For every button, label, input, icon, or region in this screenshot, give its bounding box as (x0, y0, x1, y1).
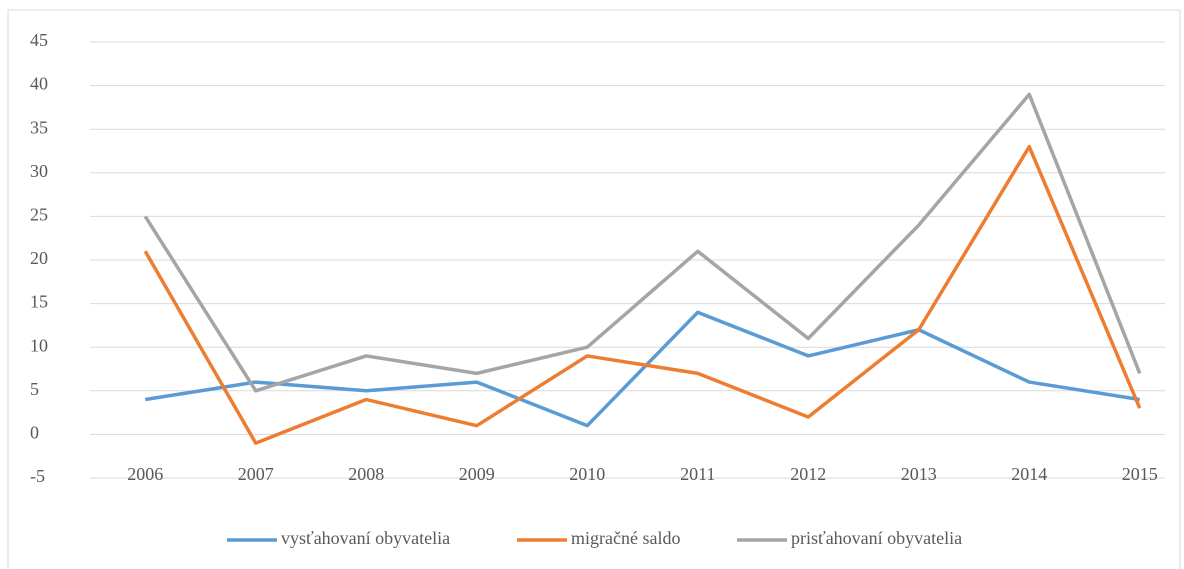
x-tick-label: 2010 (569, 464, 605, 484)
x-tick-label: 2015 (1122, 464, 1158, 484)
x-tick-label: 2011 (680, 464, 715, 484)
legend-label: prisťahovaní obyvatelia (791, 528, 962, 548)
y-tick-label: 25 (30, 205, 48, 225)
y-tick-label: 30 (30, 161, 48, 181)
data-line (143, 144, 1142, 445)
y-tick-label: 0 (30, 423, 39, 443)
x-tick-label: 2013 (901, 464, 937, 484)
x-tick-label: 2009 (459, 464, 495, 484)
legend-label: migračné saldo (571, 528, 680, 548)
x-tick-label: 2008 (348, 464, 384, 484)
y-tick-label: -5 (30, 466, 45, 486)
x-tick-label: 2007 (238, 464, 274, 484)
x-tick-label: 2012 (790, 464, 826, 484)
chart-frame (7, 9, 1181, 569)
data-line (144, 310, 1141, 428)
y-tick-label: 40 (30, 74, 48, 94)
y-tick-label: 45 (30, 30, 48, 50)
x-tick-label: 2006 (127, 464, 163, 484)
y-tick-label: 35 (30, 117, 48, 137)
data-line (143, 92, 1142, 393)
y-tick-label: 20 (30, 248, 48, 268)
x-tick-label: 2014 (1011, 464, 1047, 484)
y-tick-label: 15 (30, 292, 48, 312)
y-tick-label: 5 (30, 379, 39, 399)
legend-label: vysťahovaní obyvatelia (281, 528, 450, 548)
y-tick-label: 10 (30, 335, 48, 355)
